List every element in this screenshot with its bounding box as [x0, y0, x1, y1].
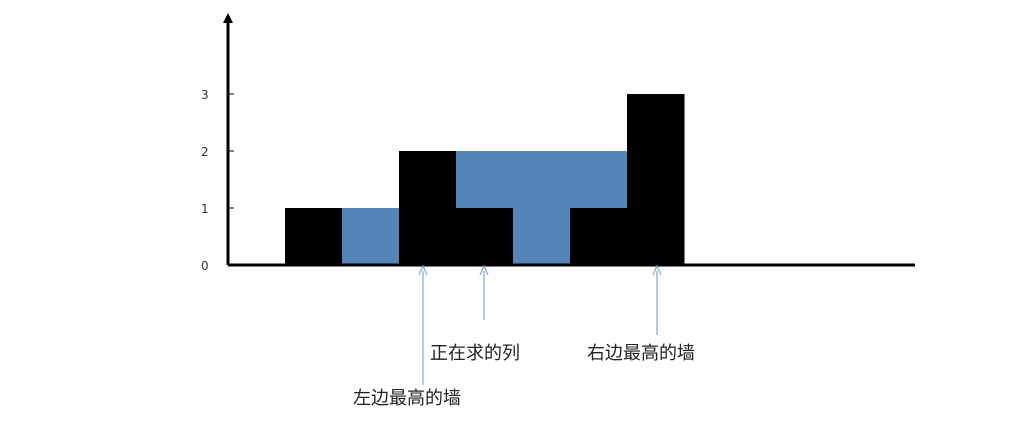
- wall-column-3: [399, 151, 457, 265]
- wall-column-4: [456, 208, 514, 265]
- current-column-label: 正在求的列: [430, 343, 520, 364]
- wall-column-7: [627, 94, 685, 265]
- y-tick-label-1: 1: [201, 202, 209, 216]
- left-max-wall-label: 左边最高的墙: [353, 388, 461, 409]
- y-tick-label-3: 3: [201, 88, 209, 102]
- columns-group: [285, 94, 685, 265]
- water-column-4: [456, 151, 514, 208]
- water-column-2: [342, 208, 400, 265]
- y-tick-label-2: 2: [201, 145, 209, 159]
- right-max-wall-arrowhead: [652, 264, 662, 276]
- water-column-5: [513, 151, 571, 265]
- right-max-wall-label: 右边最高的墙: [587, 343, 695, 364]
- water-column-6: [570, 151, 628, 208]
- left-max-wall-arrowhead: [418, 264, 428, 276]
- wall-column-1: [285, 208, 343, 265]
- y-tick-label-0: 0: [201, 259, 209, 273]
- current-column-arrowhead: [479, 264, 489, 276]
- wall-column-6: [570, 208, 628, 265]
